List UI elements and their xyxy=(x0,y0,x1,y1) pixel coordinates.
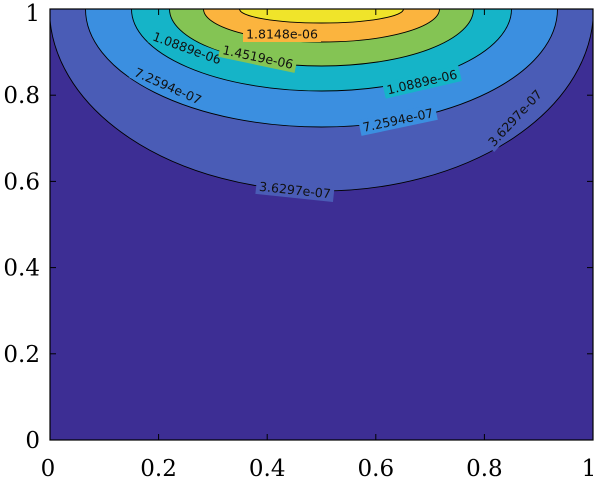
contour-label-bg xyxy=(358,104,438,136)
contour-label-bg xyxy=(255,177,335,203)
contour-line-4 xyxy=(169,9,474,67)
contour-line-5 xyxy=(203,9,440,43)
x-tick-label: 0 xyxy=(41,456,56,482)
contour-label-group-0: 3.6297e-07 xyxy=(255,177,335,203)
x-tick-label: 0.8 xyxy=(466,456,503,482)
y-tick-label: 0 xyxy=(25,428,40,454)
axes-box xyxy=(49,8,594,441)
contour-line-6 xyxy=(239,9,404,24)
contour-band-6 xyxy=(239,9,404,23)
contour-label-bg xyxy=(482,84,548,152)
x-tick-label: 0.6 xyxy=(358,456,395,482)
contour-label-bg xyxy=(243,26,321,42)
y-tick-label: 0.6 xyxy=(3,169,40,195)
contour-bands xyxy=(50,9,593,440)
y-tick-label: 0.4 xyxy=(3,256,40,282)
contour-label-bg xyxy=(147,27,227,69)
contour-label: 1.8148e-06 xyxy=(246,27,318,42)
x-tick-label: 0.2 xyxy=(140,456,177,482)
contour-label-bg xyxy=(129,62,207,110)
x-tick-label: 1 xyxy=(582,456,597,482)
y-tick-label: 1 xyxy=(25,1,40,27)
axis-ticks: 0 0.2 0.4 0.6 0.8 1 0 0.2 0.4 0.6 0.8 1 xyxy=(3,1,596,482)
contour-line-2 xyxy=(85,9,558,128)
plot-area xyxy=(50,9,593,440)
contour-label-group-7: 1.8148e-06 xyxy=(243,26,321,42)
contour-label: 3.6297e-07 xyxy=(258,179,331,201)
contour-label-bg xyxy=(218,41,298,73)
contour-line-3 xyxy=(131,9,512,92)
contour-label-bg xyxy=(382,65,462,99)
y-tick-label: 0.2 xyxy=(3,342,40,368)
x-tick-label: 0.4 xyxy=(249,456,286,482)
y-tick-label: 0.8 xyxy=(3,83,40,109)
